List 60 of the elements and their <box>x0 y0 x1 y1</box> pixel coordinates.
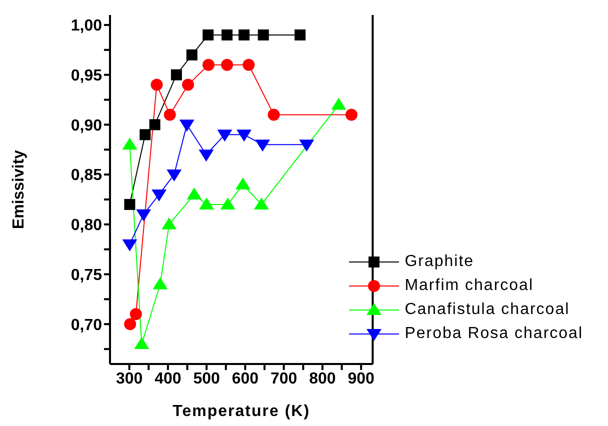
point <box>220 197 236 210</box>
y-axis-title: Emissivity <box>10 150 28 230</box>
point <box>268 108 280 121</box>
legend-label: Canafistula charcoal <box>404 301 570 319</box>
point <box>130 308 142 320</box>
point <box>238 29 250 40</box>
point <box>166 170 182 182</box>
x-tick-label: 900 <box>348 370 375 388</box>
y-tick-label: 1,00 <box>70 18 102 35</box>
point <box>122 239 138 252</box>
point <box>331 98 346 110</box>
point <box>170 69 182 80</box>
point <box>255 140 270 152</box>
point <box>202 58 215 71</box>
point <box>242 58 255 71</box>
point <box>235 178 250 190</box>
point <box>122 138 138 150</box>
point <box>199 197 214 210</box>
point <box>222 29 233 40</box>
point <box>345 108 358 121</box>
point <box>150 78 163 91</box>
point <box>186 49 198 60</box>
y-tick-label: 0,90 <box>70 117 102 134</box>
x-tick-label: 600 <box>232 370 259 388</box>
legend-label: Marfim charcoal <box>404 277 534 295</box>
x-tick-label: 800 <box>309 370 336 388</box>
y-tick-label: 0,80 <box>70 217 102 234</box>
point <box>124 198 136 210</box>
point <box>202 29 214 40</box>
point <box>217 130 232 142</box>
legend-label: Graphite <box>404 253 474 271</box>
point <box>236 130 252 142</box>
x-tick-label: 400 <box>154 370 182 388</box>
point <box>124 318 136 330</box>
point <box>134 337 150 350</box>
y-tick-label: 0,95 <box>70 68 102 85</box>
y-tick-label: 0,85 <box>70 167 102 184</box>
point <box>254 197 269 210</box>
x-axis-title: Temperature (K) <box>172 403 310 420</box>
point <box>258 29 269 40</box>
point <box>136 209 152 222</box>
y-tick-label: 0,75 <box>70 266 102 284</box>
x-tick-label: 300 <box>116 370 143 388</box>
point <box>152 277 168 290</box>
legend-label: Peroba Rosa charcoal <box>404 325 583 343</box>
point <box>182 78 194 91</box>
point <box>149 119 160 130</box>
point <box>179 120 194 132</box>
point <box>140 129 151 140</box>
point <box>299 140 314 152</box>
point <box>221 58 234 71</box>
x-tick-label: 700 <box>270 370 298 388</box>
y-tick-label: 0,70 <box>70 316 102 334</box>
point <box>152 189 167 202</box>
point <box>162 217 177 230</box>
point <box>198 150 214 162</box>
x-tick-label: 500 <box>193 370 220 388</box>
point <box>164 108 176 121</box>
point <box>186 187 202 200</box>
point <box>294 29 306 40</box>
